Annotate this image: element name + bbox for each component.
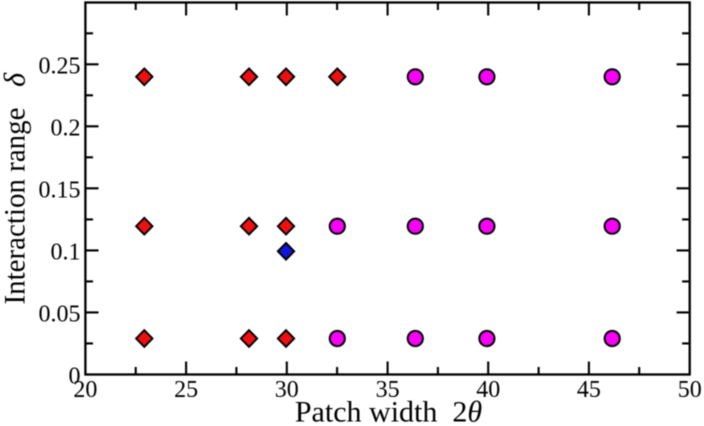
svg-text:40: 40 xyxy=(476,377,500,403)
svg-text:δ: δ xyxy=(0,72,32,87)
svg-text:Interaction range: Interaction range xyxy=(0,108,32,305)
svg-text:0.15: 0.15 xyxy=(39,177,81,203)
svg-text:20: 20 xyxy=(73,377,97,403)
svg-text:0: 0 xyxy=(69,363,81,389)
svg-text:25: 25 xyxy=(174,377,198,403)
svg-text:0.05: 0.05 xyxy=(39,301,81,327)
svg-text:45: 45 xyxy=(577,377,601,403)
svg-text:50: 50 xyxy=(678,377,702,403)
svg-text:0.25: 0.25 xyxy=(39,53,81,79)
svg-text:35: 35 xyxy=(376,377,400,403)
svg-text:0.1: 0.1 xyxy=(51,239,81,265)
svg-text:30: 30 xyxy=(275,377,299,403)
svg-text:Patch width 2θ: Patch width 2θ xyxy=(295,396,483,426)
svg-text:0.2: 0.2 xyxy=(51,115,81,141)
